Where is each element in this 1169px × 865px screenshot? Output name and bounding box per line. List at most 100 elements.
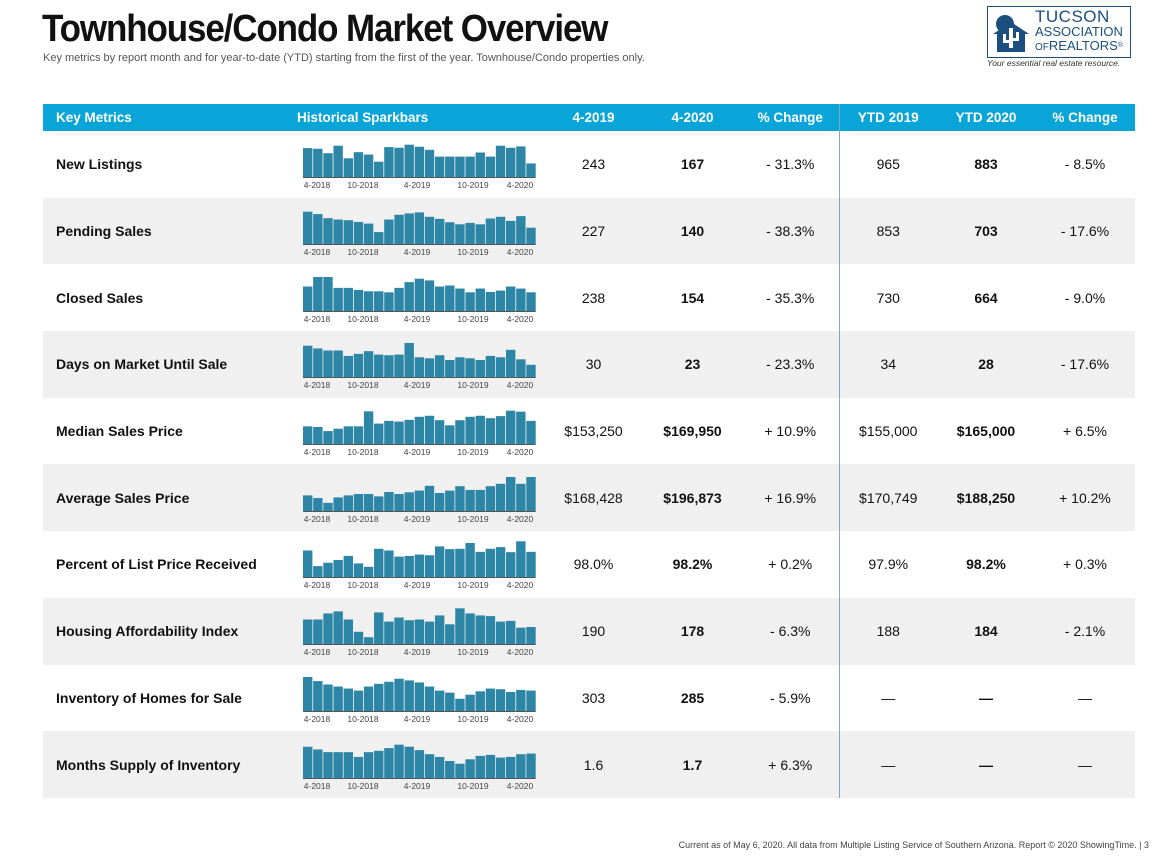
metric-label: Months Supply of Inventory	[56, 756, 241, 773]
sparkbar-tick-label: 4-2020	[507, 314, 534, 324]
sparkbar-tick-label: 4-2019	[404, 781, 431, 791]
sparkbar	[465, 694, 475, 711]
sparkbar-cell: 4-2018 10-2018 4-2019 10-2019 4-2020	[292, 531, 544, 598]
sparkbar	[465, 613, 475, 645]
sparkbar-tick-label: 4-2019	[404, 314, 431, 324]
sparkbar-tick-label: 4-2020	[507, 580, 534, 590]
sparkbar	[363, 223, 374, 245]
sparkbar-tick-label: 4-2018	[304, 580, 331, 590]
sparkbar-tick-label: 4-2019	[404, 447, 431, 457]
sparkbar-tick-label: 10-2019	[457, 247, 488, 257]
value-4-2019: 1.6	[583, 756, 604, 773]
value-ytd-pct-change: + 6.5%	[1063, 423, 1107, 440]
sparkbar	[374, 683, 384, 711]
sparkbar	[333, 611, 343, 645]
sparkbar	[384, 219, 394, 245]
sparkbar	[343, 356, 353, 378]
value-ytd-2020: 28	[978, 356, 994, 373]
sparkbar-tick-label: 10-2019	[457, 314, 488, 324]
sparkbar	[303, 426, 313, 445]
value-ytd-2020: —	[979, 689, 993, 706]
value-ytd-pct-change: - 9.0%	[1064, 289, 1106, 306]
sparkbar	[394, 148, 404, 178]
sparkbar	[506, 350, 516, 378]
sparkbar	[323, 751, 333, 778]
sparkbar	[424, 621, 435, 645]
sparkbar	[313, 348, 323, 378]
sparkbar	[455, 288, 465, 311]
sparkbar-tick-label: 10-2019	[457, 781, 488, 791]
sparkbar-cell: 4-2018 10-2018 4-2019 10-2019 4-2020	[292, 598, 544, 665]
value-pct-change: + 10.9%	[764, 423, 817, 440]
sparkbar	[485, 218, 496, 245]
sparkbar	[363, 351, 374, 378]
sparkbar	[323, 613, 333, 645]
value-pct-change: + 16.9%	[764, 489, 817, 506]
sparkbar	[445, 156, 455, 178]
sparkbar-tick-label: 4-2018	[304, 514, 331, 524]
sparkbar	[506, 220, 516, 245]
sparkbar	[313, 680, 323, 711]
header-pct-change: % Change	[757, 110, 823, 125]
sparkbar	[455, 485, 465, 511]
sparkbar	[516, 689, 526, 711]
sparkbar	[445, 285, 455, 311]
value-ytd-2019: $170,749	[838, 464, 937, 532]
sparkbar	[516, 146, 526, 178]
sparkbar	[475, 615, 485, 645]
sparkbar	[394, 617, 404, 645]
sparkbar-cell: 4-2018 10-2018 4-2019 10-2019 4-2020	[292, 331, 544, 398]
sparkbar	[374, 162, 384, 178]
sparkbar	[414, 490, 425, 511]
sparkbar	[363, 751, 374, 778]
value-4-2019: 243	[581, 156, 606, 173]
value-4-2020: 98.2%	[672, 556, 713, 573]
value-ytd-pct-change: —	[1078, 689, 1092, 706]
sparkbar	[374, 496, 384, 511]
sparkbar	[323, 502, 333, 511]
sparkbar	[313, 748, 323, 778]
sparkbar	[465, 416, 475, 445]
value-ytd-2020: $188,250	[956, 489, 1016, 506]
metric-label: Pending Sales	[56, 223, 152, 240]
header-sparkbars: Historical Sparkbars	[297, 110, 429, 125]
value-ytd-pct-change: + 10.2%	[1059, 489, 1111, 506]
sparkbar	[313, 276, 323, 311]
table-row: Days on Market Until Sale 4-2018 10-2018 4-…	[43, 331, 1135, 398]
sparkbar	[343, 220, 353, 245]
sparkbar	[374, 549, 384, 578]
sparkbar	[526, 753, 536, 778]
sparkbar	[475, 489, 485, 511]
value-ytd-2020: 883	[974, 156, 998, 173]
sparkbar-tick-label: 4-2018	[304, 314, 331, 324]
sparkbar	[495, 216, 506, 245]
value-4-2019: 98.0%	[573, 556, 614, 573]
value-4-2020: $169,950	[663, 423, 722, 440]
sparkbar	[343, 158, 353, 178]
sparkbar	[343, 426, 353, 445]
sparkbar-chart: 4-2018 10-2018 4-2019 10-2019 4-2020	[303, 744, 536, 791]
sparkbar	[363, 290, 374, 311]
sparkbar	[353, 221, 364, 245]
sparkbar	[485, 549, 496, 578]
footer: Current as of May 6, 2020. All data from…	[679, 840, 1149, 850]
sparkbar	[404, 556, 414, 578]
sparkbar	[353, 426, 364, 445]
sparkbar	[394, 678, 404, 711]
value-4-2020: 1.7	[682, 756, 703, 773]
sparkbar	[434, 492, 445, 511]
sparkbar	[353, 631, 364, 645]
sparkbar	[465, 358, 475, 378]
logo-line-realtors: OFREALTORS®	[1035, 39, 1123, 55]
sparkbar	[475, 224, 485, 245]
sparkbar	[343, 688, 353, 711]
value-pct-change: + 0.2%	[768, 556, 813, 573]
sparkbar	[404, 213, 414, 245]
sparkbar-tick-label: 4-2018	[304, 180, 331, 190]
sparkbar-tick-label: 4-2019	[404, 714, 431, 724]
sparkbar	[506, 691, 516, 711]
sparkbar	[434, 218, 445, 245]
sparkbar	[455, 420, 465, 445]
sparkbar	[333, 751, 343, 778]
sparkbar	[506, 286, 516, 311]
